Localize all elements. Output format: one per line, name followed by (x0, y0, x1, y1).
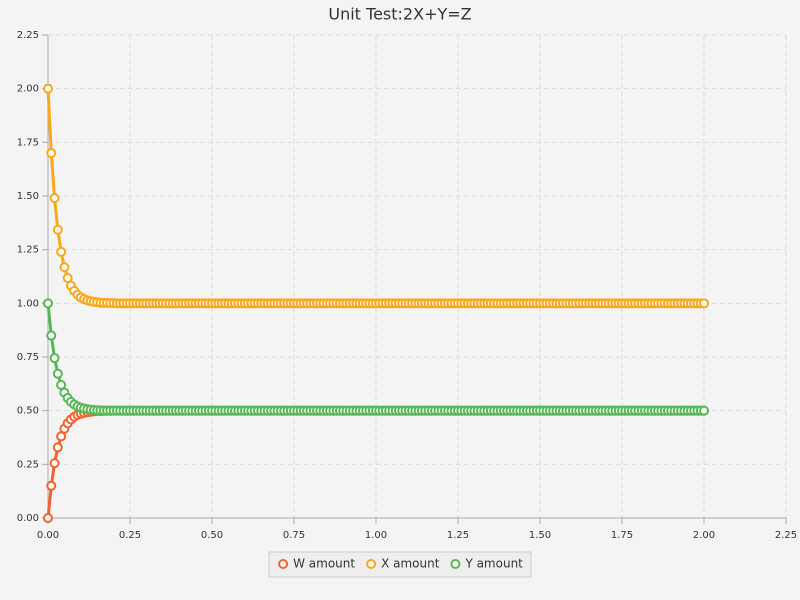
legend-marker (278, 559, 289, 569)
x-tick-label: 1.50 (529, 530, 551, 541)
chart-title: Unit Test:2X+Y=Z (328, 5, 471, 24)
y-tick-label: 1.75 (17, 137, 39, 148)
legend: W amount X amount Y amount (268, 551, 532, 578)
legend-label: X amount (381, 557, 440, 571)
point (46, 148, 57, 159)
y-tick-label: 0.25 (17, 459, 39, 470)
point (46, 330, 57, 341)
legend-marker (450, 559, 461, 569)
legend-item: W amount (278, 557, 355, 571)
x-tick-label: 0.75 (283, 530, 305, 541)
y-tick-label: 0.75 (17, 352, 39, 363)
point (699, 298, 709, 309)
legend-box (268, 551, 532, 578)
point (56, 246, 67, 257)
y-tick-label: 2.25 (17, 30, 39, 41)
point (52, 442, 63, 453)
point (52, 224, 63, 235)
y-tick-label: 1.25 (17, 245, 39, 256)
x-tick-label: 0.50 (201, 530, 223, 541)
legend-item: Y amount (450, 557, 523, 571)
plot (43, 83, 709, 523)
legend-item: X amount (366, 557, 440, 571)
y-tick-label: 1.00 (17, 298, 39, 309)
legend-marker (366, 559, 377, 569)
point (59, 262, 70, 273)
point (699, 405, 709, 416)
point (49, 193, 60, 204)
x-tick-label: 1.25 (447, 530, 469, 541)
y-tick-label: 0.00 (17, 513, 39, 524)
y-tick-label: 2.00 (17, 84, 39, 95)
point (52, 368, 63, 379)
grid (47, 34, 787, 519)
x-tick-label: 2.25 (775, 530, 797, 541)
x-tick-label: 1.00 (365, 530, 387, 541)
x-tick-label: 1.75 (611, 530, 633, 541)
point (46, 480, 57, 491)
x-tick-label: 0.25 (119, 530, 141, 541)
y-tick-label: 1.50 (17, 191, 39, 202)
x-tick-label: 2.00 (693, 530, 715, 541)
y-tick-label: 0.50 (17, 406, 39, 417)
point (49, 353, 60, 364)
legend-label: W amount (293, 557, 355, 571)
point (43, 513, 53, 523)
point (49, 458, 60, 469)
point (43, 83, 53, 94)
point (43, 298, 53, 309)
x-tick-label: 0.00 (37, 530, 59, 541)
legend-label: Y amount (464, 557, 523, 571)
